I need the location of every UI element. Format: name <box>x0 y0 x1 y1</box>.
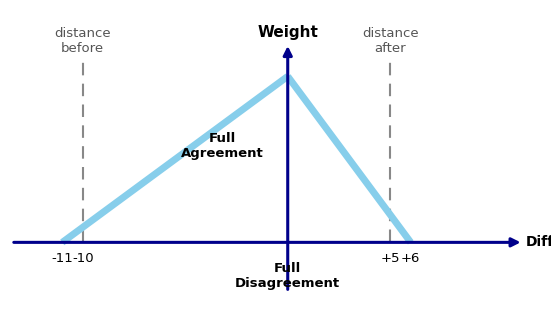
Text: +5: +5 <box>381 252 400 265</box>
Text: -11: -11 <box>51 252 73 265</box>
Text: Full
Disagreement: Full Disagreement <box>235 262 341 290</box>
Text: -10: -10 <box>72 252 94 265</box>
Text: distance
after: distance after <box>362 27 419 55</box>
Text: Difference: Difference <box>526 235 551 249</box>
Text: +6: +6 <box>401 252 420 265</box>
Text: Full
Agreement: Full Agreement <box>181 132 263 160</box>
Text: distance
before: distance before <box>55 27 111 55</box>
Text: Weight: Weight <box>257 25 318 40</box>
